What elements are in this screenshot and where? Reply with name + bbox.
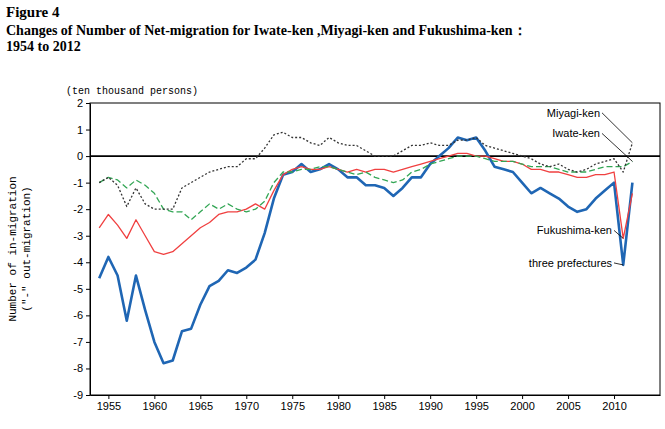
x-tick-mark <box>338 395 339 399</box>
chart: Figure 4 Changes of Number of Net-migrati… <box>0 0 665 429</box>
title: Figure 4 <box>6 4 60 20</box>
y-tick: 1 <box>77 124 90 136</box>
y-tick: -2 <box>73 203 90 215</box>
x-tick-label: 1990 <box>418 400 442 412</box>
y-tick: 2 <box>77 97 90 109</box>
subtitle: Changes of Number of Net-migration for I… <box>6 23 527 38</box>
leader-line <box>614 263 623 265</box>
x-tick-mark <box>246 395 247 399</box>
x-tick: 1960 <box>143 395 167 412</box>
y-tick-mark <box>86 289 90 290</box>
x-tick: 2000 <box>510 395 534 412</box>
x-tick-label: 1955 <box>97 400 121 412</box>
x-axis-line <box>91 395 661 396</box>
series-label: Miyagi-ken <box>547 107 600 119</box>
x-tick-label: 1985 <box>372 400 396 412</box>
x-tick-mark <box>384 395 385 399</box>
y-tick-label: -9 <box>73 389 83 401</box>
x-tick: 1990 <box>418 395 442 412</box>
series-label: three prefectures <box>529 257 613 269</box>
x-tick: 1975 <box>281 395 305 412</box>
y-tick-label: -8 <box>73 362 83 374</box>
y-tick-label: -4 <box>73 256 83 268</box>
x-tick-label: 2010 <box>602 400 626 412</box>
y-tick: -5 <box>73 283 90 295</box>
y-tick-label: 2 <box>77 97 83 109</box>
series-line <box>99 132 632 209</box>
y-tick-label: -2 <box>73 203 83 215</box>
y-axis-title: ("-" out-migration) <box>21 186 33 311</box>
y-tick-label: 1 <box>77 124 83 136</box>
y-axis-line <box>90 104 91 396</box>
x-tick-label: 1965 <box>189 400 213 412</box>
series-line <box>99 138 632 364</box>
x-tick-mark <box>292 395 293 399</box>
x-tick-mark <box>476 395 477 399</box>
y-tick: -6 <box>73 309 90 321</box>
x-tick-mark <box>614 395 615 399</box>
x-tick-mark <box>108 395 109 399</box>
y-tick-label: 0 <box>77 150 83 162</box>
series-label: Iwate-ken <box>552 127 600 139</box>
x-tick-label: 1980 <box>326 400 350 412</box>
x-tick: 1985 <box>372 395 396 412</box>
y-tick-mark <box>86 368 90 369</box>
x-tick: 2005 <box>556 395 580 412</box>
x-tick-mark <box>200 395 201 399</box>
y-tick: -3 <box>73 230 90 242</box>
x-tick: 1965 <box>189 395 213 412</box>
y-tick-mark <box>86 130 90 131</box>
y-tick-mark <box>86 236 90 237</box>
x-tick-mark <box>430 395 431 399</box>
y-tick: 0 <box>77 150 90 162</box>
x-tick-mark <box>154 395 155 399</box>
background <box>0 0 665 429</box>
leader-line <box>602 113 632 143</box>
x-tick-mark <box>568 395 569 399</box>
series-lines <box>99 132 632 363</box>
x-tick-mark <box>522 395 523 399</box>
y-tick-label: -1 <box>73 177 83 189</box>
y-tick-mark <box>86 209 90 210</box>
x-tick: 1955 <box>97 395 121 412</box>
x-axis: 1955 1960 1965 1970 1975 1980 1985 1990 1995 2000… <box>91 395 661 412</box>
y-tick-mark <box>86 156 90 157</box>
leader-line <box>602 133 632 161</box>
x-tick-label: 1975 <box>281 400 305 412</box>
y-tick-label: -6 <box>73 309 83 321</box>
x-tick: 2010 <box>602 395 626 412</box>
unit-label: (ten thousand persons) <box>66 86 198 97</box>
y-tick: -7 <box>73 336 90 348</box>
series-line <box>99 156 632 220</box>
x-tick-label: 1995 <box>464 400 488 412</box>
y-tick-mark <box>86 103 90 104</box>
x-tick: 1970 <box>235 395 259 412</box>
y-tick-mark <box>86 183 90 184</box>
y-tick: -9 <box>73 389 90 401</box>
leader-line <box>614 230 623 238</box>
subtitle: 1954 to 2012 <box>6 39 81 54</box>
x-tick-label: 1960 <box>143 400 167 412</box>
series-labels: three prefectures Fukushima-ken Iwate-ken M… <box>529 107 633 269</box>
y-tick: -8 <box>73 362 90 374</box>
y-tick: -4 <box>73 256 90 268</box>
y-tick-mark <box>86 395 90 396</box>
y-tick-mark <box>86 262 90 263</box>
y-tick: -1 <box>73 177 90 189</box>
x-tick: 1980 <box>326 395 350 412</box>
y-axis-title: Number of in-migration <box>7 176 19 321</box>
x-tick-label: 1970 <box>235 400 259 412</box>
y-tick-mark <box>86 342 90 343</box>
x-tick-label: 2005 <box>556 400 580 412</box>
y-tick-mark <box>86 315 90 316</box>
plot-frame <box>90 103 660 395</box>
x-tick-label: 2000 <box>510 400 534 412</box>
x-tick: 1995 <box>464 395 488 412</box>
y-tick-label: -7 <box>73 336 83 348</box>
y-tick-label: -3 <box>73 230 83 242</box>
series-line <box>99 153 632 254</box>
y-tick-label: -5 <box>73 283 83 295</box>
y-axis: -9 -8 -7 -6 -5 -4 -3 -2 -1 0 1 2 <box>73 97 90 401</box>
series-label: Fukushima-ken <box>537 224 612 236</box>
